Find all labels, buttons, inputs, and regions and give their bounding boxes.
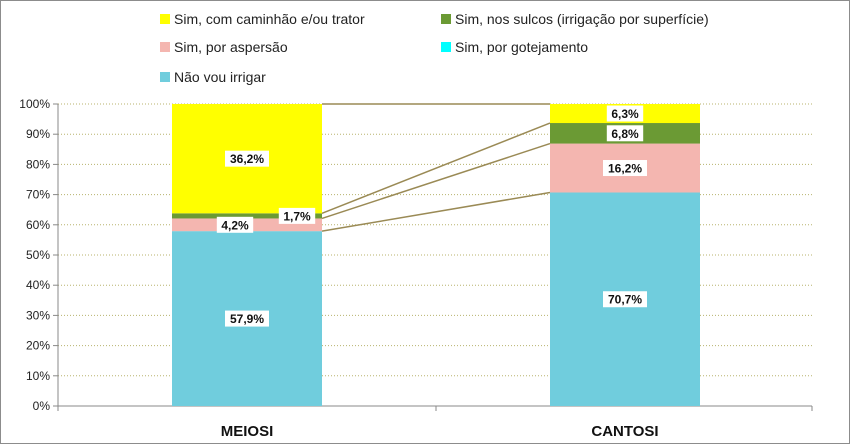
data-label: 6,3% — [611, 107, 639, 121]
data-label-box — [225, 150, 269, 167]
data-label: 36,2% — [230, 152, 264, 166]
y-tick-label: 100% — [19, 97, 50, 111]
legend-item: Sim, com caminhão e/ou trator — [160, 11, 365, 27]
data-label: 4,2% — [221, 218, 249, 232]
y-tick-label: 30% — [26, 308, 50, 322]
data-label-box — [216, 216, 254, 233]
legend-item: Não vou irrigar — [160, 69, 266, 85]
y-tick-label: 90% — [26, 127, 50, 141]
y-tick-label: 10% — [26, 369, 50, 383]
y-tick-label: 50% — [26, 248, 50, 262]
series-line — [321, 122, 551, 215]
data-label-box — [278, 207, 316, 224]
data-label-box — [603, 160, 647, 177]
x-category-label: MEIOSI — [221, 423, 274, 440]
series-line — [321, 191, 551, 232]
legend-item: Sim, por aspersão — [160, 39, 288, 55]
bar-segment — [172, 213, 322, 219]
legend-label: Sim, por aspersão — [174, 39, 288, 55]
y-tick-label: 0% — [33, 399, 51, 413]
data-label: 6,8% — [611, 127, 639, 141]
data-label: 1,7% — [283, 209, 311, 223]
data-label: 57,9% — [230, 312, 264, 326]
legend-swatch — [160, 72, 170, 82]
legend-label: Não vou irrigar — [174, 69, 266, 85]
legend-item: Sim, por gotejamento — [441, 39, 588, 55]
x-category-label: CANTOSI — [591, 423, 658, 440]
y-tick-label: 20% — [26, 339, 50, 353]
legend-label: Sim, por gotejamento — [455, 39, 589, 55]
y-tick-label: 40% — [26, 278, 50, 292]
legend-item: Sim, nos sulcos (irrigação por superfíci… — [441, 11, 709, 27]
legend-swatch — [160, 14, 170, 24]
legend-swatch — [441, 14, 451, 24]
data-label-box — [603, 291, 647, 308]
y-tick-label: 80% — [26, 157, 50, 171]
data-label: 70,7% — [608, 293, 642, 307]
y-tick-label: 60% — [26, 218, 50, 232]
legend-swatch — [441, 42, 451, 52]
data-label-box — [606, 125, 644, 142]
data-label-box — [225, 310, 269, 327]
legend-label: Sim, nos sulcos (irrigação por superfíci… — [455, 11, 709, 27]
y-tick-label: 70% — [26, 188, 50, 202]
data-label: 16,2% — [608, 162, 642, 176]
legend-swatch — [160, 42, 170, 52]
legend-label: Sim, com caminhão e/ou trator — [174, 11, 365, 27]
data-label-box — [606, 105, 644, 122]
series-line — [321, 142, 551, 220]
